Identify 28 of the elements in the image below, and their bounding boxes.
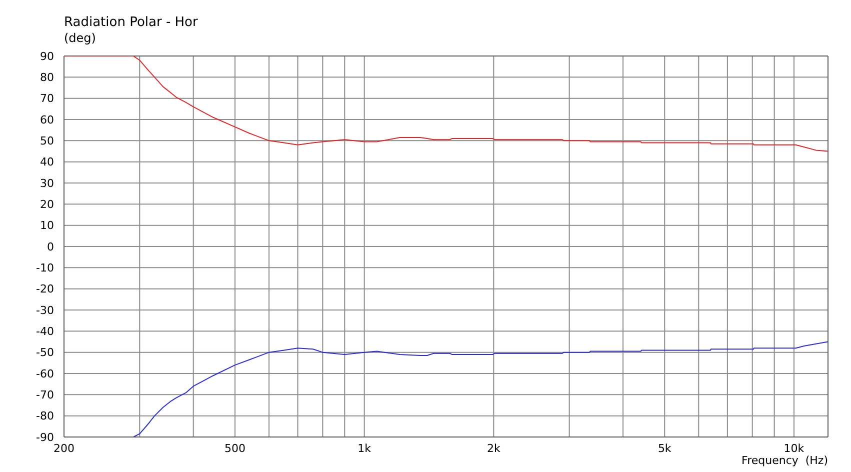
y-tick-label: -90: [36, 430, 54, 444]
y-axis-title: (deg): [64, 31, 96, 45]
y-tick-label: 80: [40, 71, 54, 84]
x-tick-label: 200: [54, 442, 74, 455]
y-tick-label: -50: [36, 346, 54, 360]
y-tick-label: 60: [40, 113, 54, 126]
y-tick-label: -60: [36, 367, 54, 380]
chart-title: Radiation Polar - Hor: [64, 15, 199, 30]
y-tick-label: -10: [36, 262, 54, 275]
y-tick-label: 70: [40, 92, 54, 106]
x-axis-title: Frequency (Hz): [742, 454, 828, 467]
y-tick-label: 20: [40, 198, 54, 212]
x-tick-label: 10k: [784, 442, 805, 455]
x-tick-label: 500: [224, 442, 246, 455]
y-tick-label: -80: [36, 410, 54, 423]
y-tick-label: -40: [36, 325, 54, 338]
x-tick-label: 5k: [658, 442, 672, 455]
y-tick-label: -20: [36, 282, 54, 296]
y-tick-label: 30: [40, 176, 54, 190]
y-tick-label: 50: [40, 134, 54, 148]
y-tick-label: -30: [36, 304, 54, 317]
x-tick-label: 1k: [358, 442, 372, 455]
x-tick-label: 2k: [486, 442, 501, 455]
y-tick-label: 10: [40, 219, 54, 232]
y-tick-label: 40: [40, 156, 54, 169]
y-tick-label: 0: [47, 240, 54, 254]
y-tick-label: -70: [36, 388, 54, 402]
y-tick-label: 90: [40, 50, 54, 63]
